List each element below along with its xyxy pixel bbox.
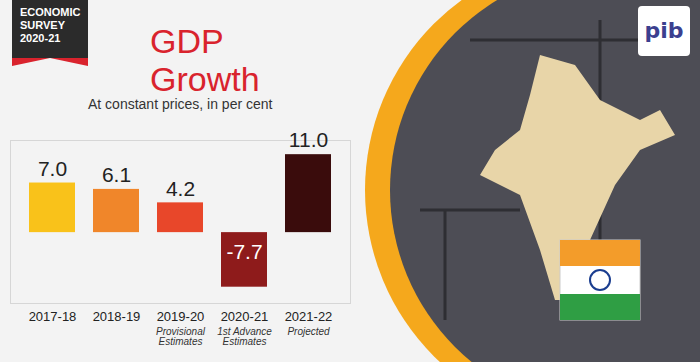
svg-text:11.0: 11.0 xyxy=(289,128,328,151)
svg-text:2017-18: 2017-18 xyxy=(29,309,77,324)
svg-text:2021-22: 2021-22 xyxy=(285,309,333,324)
html-text:pib: pib xyxy=(644,18,684,43)
html-text:Growth: Growth xyxy=(150,60,260,98)
html-text:ECONOMIC: ECONOMIC xyxy=(20,6,81,18)
svg-text:6.1: 6.1 xyxy=(102,163,131,186)
svg-text:-7.7: -7.7 xyxy=(226,240,262,263)
svg-text:2019-20: 2019-20 xyxy=(157,309,205,324)
html-text:At constant prices, in per cen: At constant prices, in per cent xyxy=(88,96,273,112)
svg-text:1st AdvanceEstimates: 1st AdvanceEstimates xyxy=(217,326,272,347)
html-text:SURVEY: SURVEY xyxy=(20,19,65,31)
svg-text:4.2: 4.2 xyxy=(166,177,195,200)
html-text:2020-21: 2020-21 xyxy=(20,32,61,44)
svg-text:Projected: Projected xyxy=(287,326,330,337)
svg-text:2020-21: 2020-21 xyxy=(221,309,269,324)
svg-text:2018-19: 2018-19 xyxy=(93,309,141,324)
html-text:GDP: GDP xyxy=(150,22,224,60)
svg-text:ProvisionalEstimates: ProvisionalEstimates xyxy=(156,326,206,347)
svg-text:7.0: 7.0 xyxy=(38,157,67,180)
